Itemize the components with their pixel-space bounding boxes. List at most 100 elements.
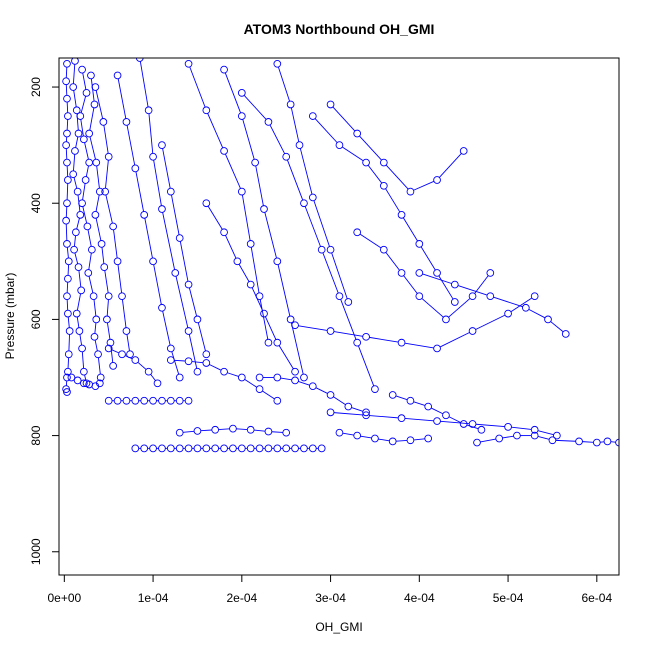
data-point bbox=[131, 444, 140, 453]
data-point bbox=[79, 379, 88, 388]
data-point bbox=[131, 164, 140, 173]
data-point bbox=[326, 391, 335, 399]
data-point bbox=[62, 77, 70, 86]
series-segment bbox=[286, 159, 304, 201]
data-point bbox=[175, 396, 184, 405]
data-point bbox=[202, 350, 211, 359]
data-point bbox=[158, 444, 166, 453]
data-point bbox=[64, 309, 72, 318]
series-segment bbox=[117, 264, 123, 293]
series-segment bbox=[75, 136, 79, 148]
series-segment bbox=[440, 420, 470, 425]
data-point bbox=[175, 444, 184, 453]
data-point bbox=[104, 396, 113, 405]
series-5 bbox=[91, 83, 134, 359]
series-segment bbox=[537, 436, 550, 440]
series-segment bbox=[360, 435, 372, 439]
series-segment bbox=[65, 148, 68, 160]
series-segment bbox=[582, 441, 594, 443]
data-point bbox=[122, 327, 131, 335]
data-point bbox=[211, 425, 220, 434]
data-point bbox=[64, 112, 72, 120]
series-segment bbox=[104, 270, 109, 293]
data-point bbox=[575, 437, 583, 446]
series-segment bbox=[298, 325, 328, 331]
data-point bbox=[113, 396, 122, 405]
data-point bbox=[99, 118, 108, 126]
data-point bbox=[362, 332, 370, 341]
series-segment bbox=[80, 119, 84, 137]
series-segment bbox=[66, 119, 69, 131]
data-point bbox=[175, 373, 184, 382]
data-point bbox=[406, 436, 415, 445]
data-point bbox=[72, 106, 81, 115]
series-segment bbox=[101, 247, 105, 264]
data-point bbox=[264, 444, 273, 453]
series-segment bbox=[243, 95, 267, 120]
y-axis-label: Pressure (mbar) bbox=[3, 273, 17, 360]
data-point bbox=[353, 228, 362, 237]
series-segment bbox=[87, 229, 92, 247]
data-point bbox=[193, 315, 202, 324]
series-segment bbox=[144, 218, 153, 259]
data-point bbox=[308, 444, 317, 453]
x-tick-label: 3e-04 bbox=[315, 591, 346, 605]
series-segment bbox=[359, 233, 382, 249]
data-point bbox=[153, 379, 162, 388]
series-segment bbox=[76, 293, 81, 311]
data-point bbox=[220, 65, 228, 74]
data-point bbox=[273, 257, 282, 266]
data-point bbox=[433, 176, 441, 184]
x-tick-label: 2e-04 bbox=[226, 591, 257, 605]
series-segment bbox=[351, 407, 363, 412]
data-point bbox=[79, 135, 88, 144]
data-point bbox=[87, 71, 95, 80]
data-point bbox=[388, 437, 397, 446]
series-segment bbox=[403, 275, 418, 294]
data-point bbox=[264, 118, 273, 126]
data-point bbox=[193, 444, 202, 453]
data-point bbox=[63, 373, 71, 382]
data-point bbox=[171, 269, 180, 277]
y-tick-label: 600 bbox=[29, 309, 43, 329]
data-point bbox=[149, 257, 157, 266]
series-segment bbox=[555, 439, 576, 442]
data-point bbox=[85, 129, 94, 138]
series-segment bbox=[367, 164, 383, 184]
series-segment bbox=[106, 322, 111, 340]
data-point bbox=[104, 344, 113, 353]
series-segment bbox=[331, 252, 348, 299]
data-point bbox=[71, 147, 79, 155]
data-point bbox=[71, 58, 79, 65]
series-segment bbox=[396, 440, 408, 442]
data-point bbox=[103, 315, 111, 324]
data-point bbox=[193, 367, 202, 376]
data-point bbox=[317, 444, 326, 453]
data-point bbox=[300, 199, 308, 208]
series-segment bbox=[402, 217, 418, 242]
data-point bbox=[144, 106, 153, 115]
data-point bbox=[353, 431, 362, 440]
series-segment bbox=[117, 78, 127, 119]
data-point bbox=[459, 147, 468, 155]
series-segment bbox=[95, 90, 104, 119]
data-point bbox=[63, 240, 71, 248]
series-segment bbox=[73, 90, 77, 107]
series-25 bbox=[202, 199, 299, 376]
data-point bbox=[282, 428, 291, 437]
series-segment bbox=[188, 334, 198, 369]
data-point bbox=[264, 427, 273, 436]
series-segment bbox=[404, 342, 434, 349]
series-segment bbox=[174, 359, 186, 362]
data-point bbox=[326, 245, 335, 254]
data-point bbox=[362, 158, 370, 167]
data-point bbox=[397, 210, 406, 219]
data-point bbox=[379, 158, 388, 167]
data-point bbox=[246, 240, 255, 248]
series-segment bbox=[475, 314, 506, 330]
series-segment bbox=[395, 395, 408, 401]
data-point bbox=[109, 222, 117, 231]
series-segment bbox=[66, 299, 69, 311]
series-segment bbox=[369, 415, 399, 419]
data-point bbox=[63, 129, 71, 138]
